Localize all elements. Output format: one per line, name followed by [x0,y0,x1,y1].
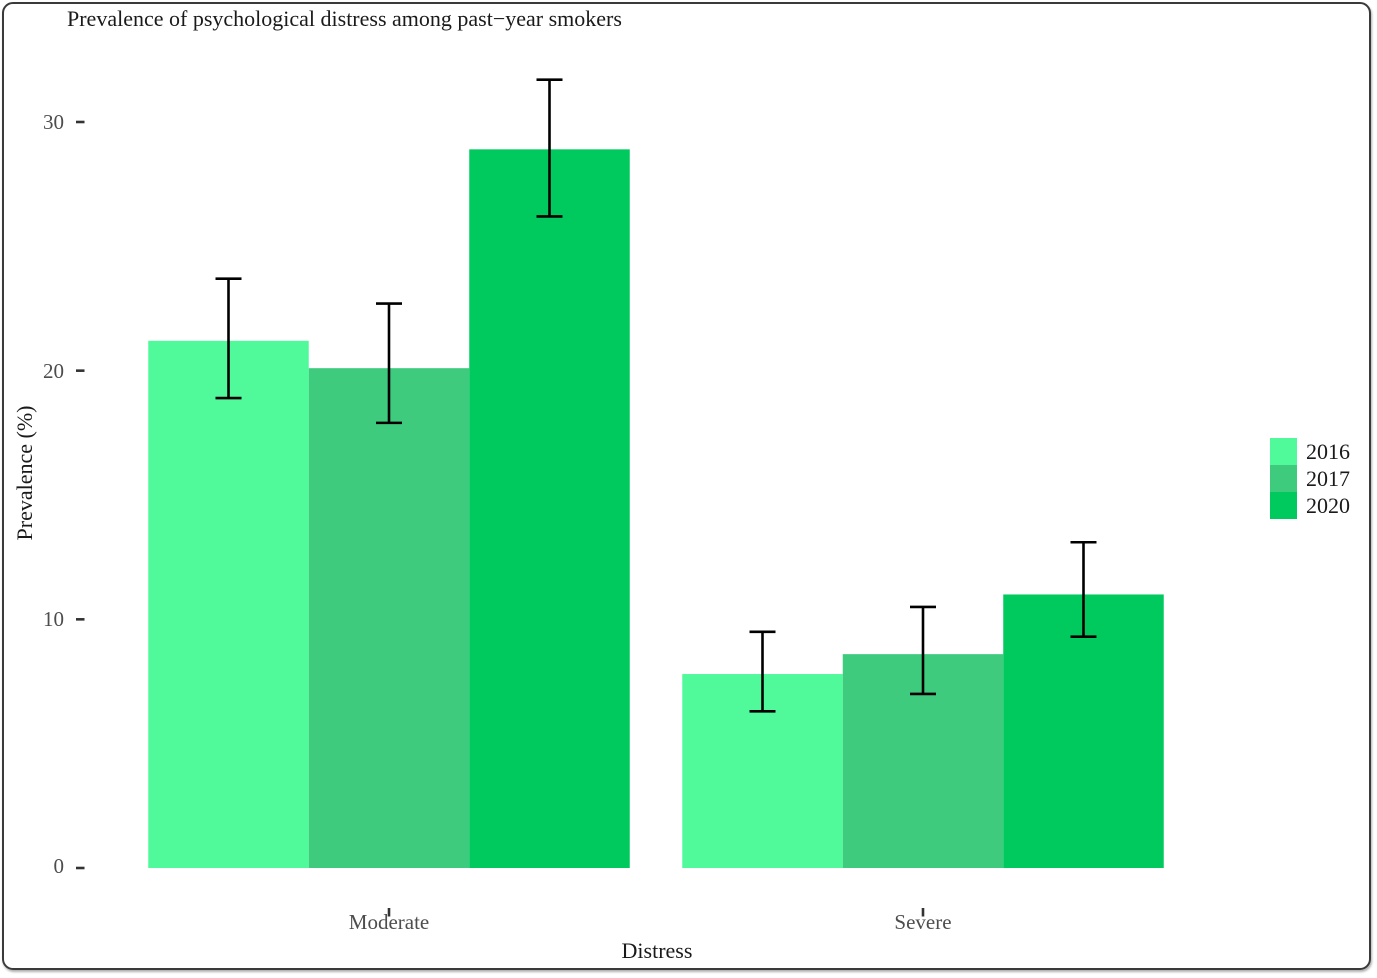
legend-swatch-2020-icon [1270,492,1297,519]
legend-swatch-2017-icon [1270,465,1297,492]
x-axis-title: Distress [621,938,693,963]
legend-item-2020: 2020 [1270,492,1350,519]
legend-item-2017: 2017 [1270,465,1350,492]
legend-label-2016: 2016 [1306,439,1350,464]
legend-label-2020: 2020 [1306,493,1350,518]
legend-item-2016: 2016 [1270,438,1350,465]
y-tick-label-10: 10 [43,607,64,631]
chart-title: Prevalence of psychological distress amo… [67,6,622,31]
x-tick-label-severe: Severe [894,910,952,934]
y-tick-label-20: 20 [43,359,64,383]
y-tick-label-0: 0 [53,854,65,878]
legend: 2016 2017 2020 [1270,438,1350,519]
legend-swatch-2016-icon [1270,438,1297,465]
x-tick-label-moderate: Moderate [348,910,430,934]
legend-label-2017: 2017 [1306,466,1350,491]
y-axis-title: Prevalence (%) [12,405,37,541]
y-tick-label-30: 30 [43,110,64,134]
